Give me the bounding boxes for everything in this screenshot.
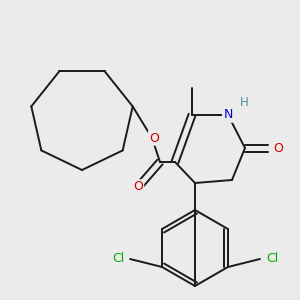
Text: O: O [133, 181, 143, 194]
Text: H: H [240, 97, 248, 110]
Text: O: O [273, 142, 283, 154]
Text: O: O [149, 131, 159, 145]
Text: Cl: Cl [266, 253, 278, 266]
Text: Cl: Cl [112, 253, 124, 266]
Text: N: N [223, 109, 233, 122]
